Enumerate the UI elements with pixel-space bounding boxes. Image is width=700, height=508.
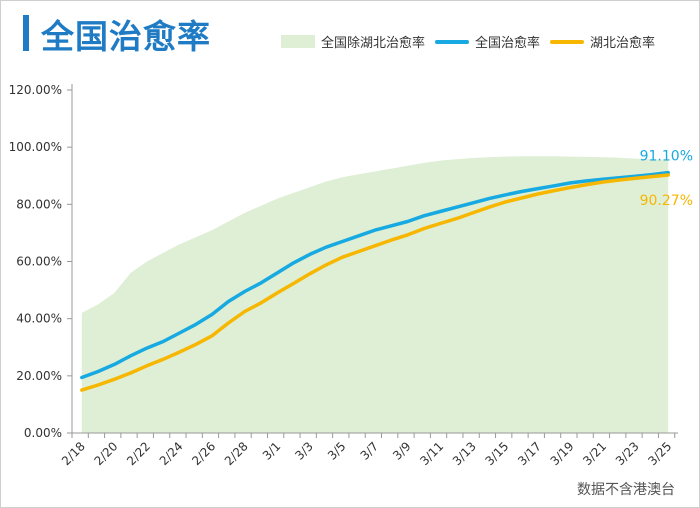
y-tick-label: 60.00%: [16, 255, 62, 269]
y-tick-label: 80.00%: [16, 197, 62, 211]
title-accent-bar: [23, 15, 29, 51]
legend-swatch-national: [435, 39, 470, 44]
x-tick-label: 3/13: [450, 439, 479, 468]
legend-item-national: 全国治愈率: [435, 32, 540, 51]
y-tick-label: 120.00%: [9, 83, 62, 97]
x-tick-label: 3/3: [292, 439, 316, 463]
x-tick-label: 2/28: [222, 439, 251, 468]
x-tick-label: 3/9: [390, 439, 414, 463]
chart-title: 全国治愈率: [41, 17, 211, 56]
y-tick-label: 40.00%: [16, 312, 62, 326]
x-tick-label: 3/17: [515, 439, 544, 468]
legend: 全国除湖北治愈率 全国治愈率 湖北治愈率: [281, 32, 665, 51]
legend-item-hubei: 湖北治愈率: [550, 32, 655, 51]
x-tick-label: 3/5: [325, 439, 349, 463]
legend-label-national: 全国治愈率: [475, 36, 541, 51]
x-tick-label: 3/11: [417, 439, 446, 468]
legend-item-area: 全国除湖北治愈率: [281, 32, 425, 51]
x-tick-label: 3/1: [260, 439, 284, 463]
x-tick-label: 2/24: [157, 439, 186, 468]
x-tick-label: 3/23: [613, 439, 642, 468]
legend-label-area: 全国除湖北治愈率: [321, 36, 426, 51]
line-series-hubei: [80, 173, 670, 392]
x-tick-label: 3/19: [548, 439, 577, 468]
y-tick-label: 100.00%: [9, 140, 62, 154]
x-tick-label: 3/7: [358, 439, 382, 463]
y-tick-label: 0.00%: [24, 426, 62, 440]
x-tick-label: 3/15: [482, 439, 511, 468]
data-label-hubei-end: 90.27%: [640, 193, 693, 209]
source-note: 数据不含港澳台: [577, 482, 675, 498]
x-tick-label: 3/21: [580, 439, 609, 468]
x-tick-label: 2/20: [92, 439, 121, 468]
legend-swatch-hubei: [550, 39, 585, 44]
x-tick-label: 3/25: [645, 439, 674, 468]
x-tick-label: 2/22: [124, 439, 153, 468]
y-tick-label: 20.00%: [16, 369, 62, 383]
x-tick-label: 2/26: [189, 439, 218, 468]
area-series-excl-hubei: [81, 156, 669, 434]
x-tick-label: 2/18: [59, 439, 88, 468]
data-label-national-end: 91.10%: [640, 149, 693, 165]
legend-label-hubei: 湖北治愈率: [590, 36, 656, 51]
line-series-national: [80, 170, 670, 380]
legend-swatch-area: [281, 35, 315, 48]
